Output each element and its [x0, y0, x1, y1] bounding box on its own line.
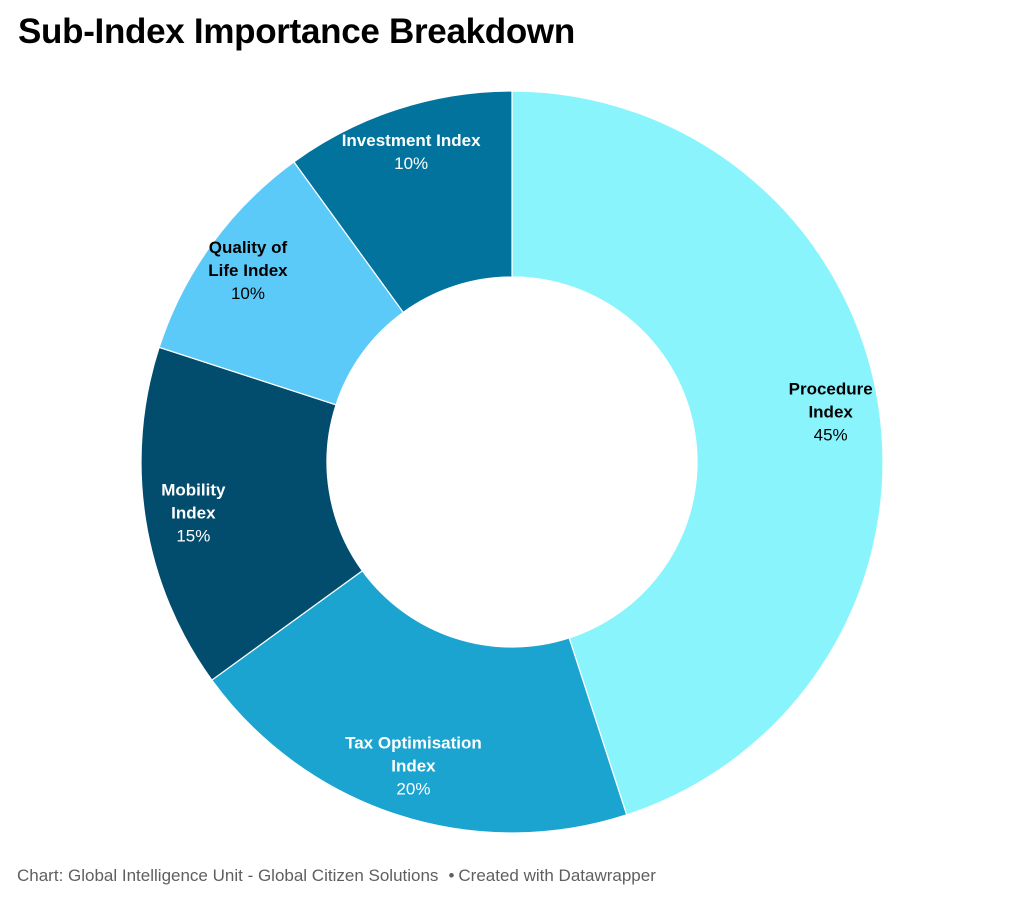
slice-tax-optimisation-index: [211, 569, 628, 834]
slice-investment-index: [293, 90, 513, 314]
slice-mobility-index: [140, 346, 364, 681]
footer-separator: •: [448, 866, 455, 885]
slice-label-mobility-index: Mobility Index 15%: [161, 480, 226, 545]
labels-layer: Procedure Index 45% Tax Optimisation Index 20…: [161, 131, 872, 798]
slice-label-value: 10%: [394, 154, 428, 173]
slice-label-quality-of-life-index: Quality of Life Index 10%: [208, 238, 288, 303]
slice-label-procedure-index: Procedure Index 45%: [789, 380, 873, 445]
chart-title: Sub-Index Importance Breakdown: [18, 12, 575, 51]
slice-label-name: Tax Optimisation: [345, 733, 482, 752]
slice-label-value: 15%: [176, 526, 210, 545]
slice-label-tax-optimisation-index: Tax Optimisation Index 20%: [345, 733, 482, 798]
slices-layer: [140, 90, 884, 834]
slice-label-value: 45%: [814, 426, 848, 445]
slice-label-investment-index: Investment Index 10%: [342, 131, 481, 173]
slice-label-value: 20%: [396, 779, 430, 798]
slice-label-name: Procedure: [789, 380, 873, 399]
slice-label-name: Index: [391, 756, 436, 775]
slice-label-name: Investment Index: [342, 131, 481, 150]
slice-label-value: 10%: [231, 284, 265, 303]
slice-label-name: Quality of: [209, 238, 288, 257]
source-note: Chart: Global Intelligence Unit - Global…: [17, 866, 439, 885]
slice-label-name: Index: [171, 503, 216, 522]
slice-label-name: Mobility: [161, 480, 226, 499]
slice-procedure-index: [511, 90, 884, 816]
slice-label-name: Index: [808, 403, 853, 422]
slice-label-name: Life Index: [208, 261, 288, 280]
chart-footer: Chart: Global Intelligence Unit - Global…: [17, 866, 656, 886]
credit-note: Created with Datawrapper: [458, 866, 656, 885]
